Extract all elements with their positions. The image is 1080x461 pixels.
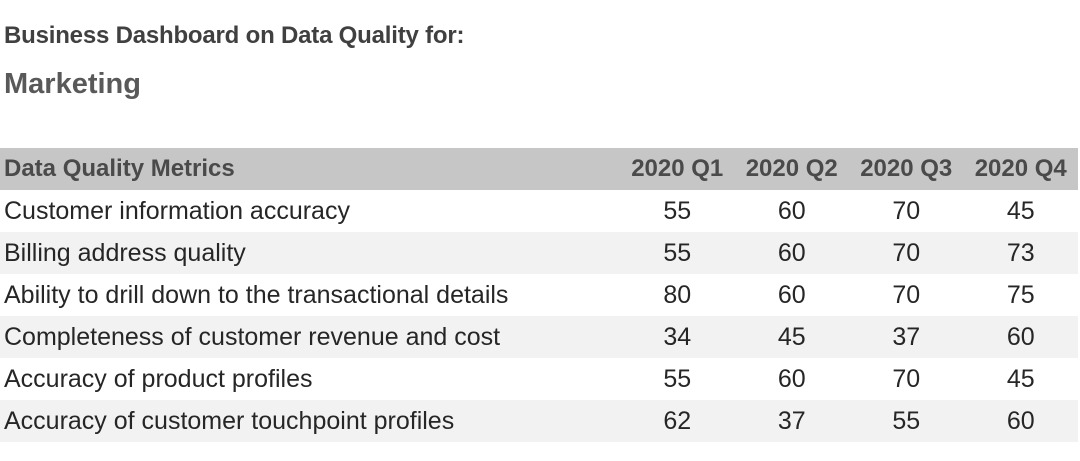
q4-value-cell: 45 (963, 190, 1078, 232)
q1-value-cell: 55 (620, 190, 735, 232)
table-row: Completeness of customer revenue and cos… (0, 316, 1078, 358)
q3-value-cell: 70 (849, 232, 964, 274)
metric-name-cell: Ability to drill down to the transaction… (0, 274, 620, 316)
q3-value-cell: 70 (849, 190, 964, 232)
q2-value-cell: 45 (734, 316, 849, 358)
metric-name-cell: Billing address quality (0, 232, 620, 274)
q2-value-cell: 60 (734, 190, 849, 232)
table-row: Billing address quality 55 60 70 73 (0, 232, 1078, 274)
q3-value-cell: 70 (849, 358, 964, 400)
column-header-metric: Data Quality Metrics (0, 148, 620, 190)
q4-value-cell: 60 (963, 316, 1078, 358)
metric-name-cell: Accuracy of product profiles (0, 358, 620, 400)
q4-value-cell: 45 (963, 358, 1078, 400)
q3-value-cell: 55 (849, 400, 964, 442)
q1-value-cell: 62 (620, 400, 735, 442)
column-header-q1: 2020 Q1 (620, 148, 735, 190)
department-subtitle: Marketing (4, 68, 141, 100)
table-header-row: Data Quality Metrics 2020 Q1 2020 Q2 202… (0, 148, 1078, 190)
q4-value-cell: 75 (963, 274, 1078, 316)
table-row: Accuracy of customer touchpoint profiles… (0, 400, 1078, 442)
data-quality-table: Data Quality Metrics 2020 Q1 2020 Q2 202… (0, 148, 1078, 442)
column-header-q3: 2020 Q3 (849, 148, 964, 190)
q3-value-cell: 70 (849, 274, 964, 316)
metric-name-cell: Accuracy of customer touchpoint profiles (0, 400, 620, 442)
q1-value-cell: 55 (620, 232, 735, 274)
q1-value-cell: 55 (620, 358, 735, 400)
table-row: Accuracy of product profiles 55 60 70 45 (0, 358, 1078, 400)
column-header-q2: 2020 Q2 (734, 148, 849, 190)
q4-value-cell: 60 (963, 400, 1078, 442)
q2-value-cell: 60 (734, 358, 849, 400)
q2-value-cell: 60 (734, 232, 849, 274)
dashboard-title: Business Dashboard on Data Quality for: (4, 22, 465, 49)
metric-name-cell: Completeness of customer revenue and cos… (0, 316, 620, 358)
q2-value-cell: 60 (734, 274, 849, 316)
q3-value-cell: 37 (849, 316, 964, 358)
metric-name-cell: Customer information accuracy (0, 190, 620, 232)
column-header-q4: 2020 Q4 (963, 148, 1078, 190)
table-row: Customer information accuracy 55 60 70 4… (0, 190, 1078, 232)
table-row: Ability to drill down to the transaction… (0, 274, 1078, 316)
q1-value-cell: 80 (620, 274, 735, 316)
q2-value-cell: 37 (734, 400, 849, 442)
q1-value-cell: 34 (620, 316, 735, 358)
q4-value-cell: 73 (963, 232, 1078, 274)
